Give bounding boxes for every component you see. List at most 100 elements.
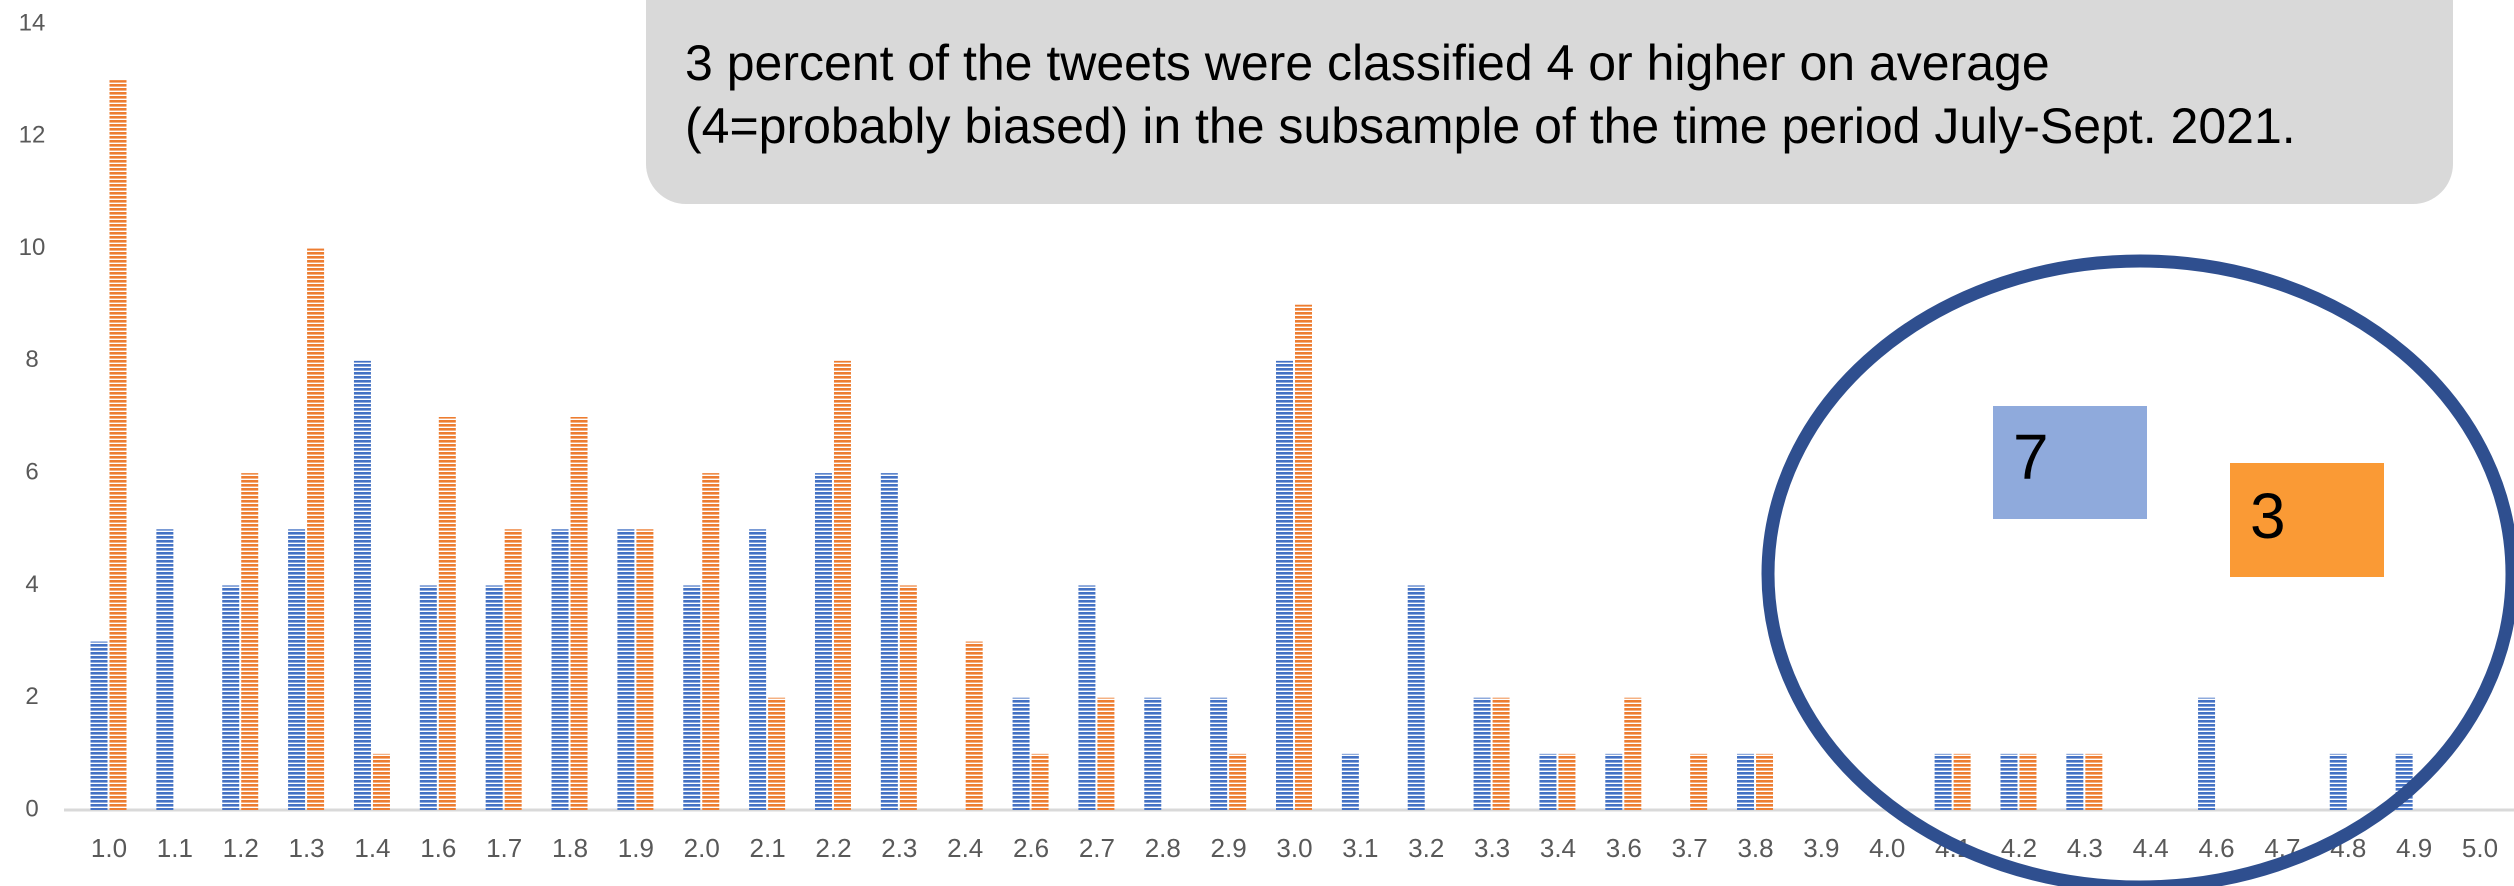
bar [965,641,983,810]
y-tick-label: 12 [19,122,46,149]
annotation-box [1993,406,2147,519]
bar [1210,697,1228,810]
bar [1012,697,1030,810]
bar [1737,753,1755,810]
bar [880,473,898,810]
y-tick-label: 4 [25,571,38,598]
x-tick-label: 4.6 [2198,833,2234,863]
x-tick-label: 2.9 [1211,833,1247,863]
bar [353,360,371,810]
x-tick-label: 3.2 [1408,833,1444,863]
x-tick-label: 1.2 [223,833,259,863]
bar [1078,585,1096,810]
y-tick-label: 14 [19,9,46,36]
x-tick-label: 3.9 [1803,833,1839,863]
bar [1492,697,1510,810]
y-tick-label: 8 [25,346,38,373]
plot-area: 0 2 4 6 8 10 12 14 1.0 1.1 1.2 1.3 1.4 1.6 1.7 1.8 1.9 2.… [19,9,2514,863]
x-tick-label: 1.0 [91,833,127,863]
bar [1934,753,1952,810]
y-tick-label: 10 [19,234,46,261]
x-tick-label: 3.8 [1737,833,1773,863]
x-tick-label: 1.7 [486,833,522,863]
x-tick-label: 1.3 [289,833,325,863]
bar [438,417,456,810]
bar [749,529,767,810]
bar [1031,753,1049,810]
bar [419,585,437,810]
text-box-line: (4=probably biased) in the subsample of … [685,98,2296,154]
x-tick-label: 1.1 [157,833,193,863]
x-tick-label: 3.4 [1540,833,1576,863]
bar [156,529,174,810]
bar [1558,753,1576,810]
annotation-box [2230,463,2384,577]
bar [551,529,569,810]
bar [372,753,390,810]
bar [833,360,851,810]
bar [504,529,522,810]
bar [1341,753,1359,810]
x-tick-label: 3.6 [1606,833,1642,863]
bar [1144,697,1162,810]
x-tick-label: 4.9 [2396,833,2432,863]
x-tick-label: 1.8 [552,833,588,863]
x-tick-label: 4.0 [1869,833,1905,863]
text-box [646,0,2453,204]
bar [636,529,654,810]
bar [1473,697,1491,810]
bar [109,80,127,810]
bar [1276,360,1293,810]
x-tick-label: 4.3 [2067,833,2103,863]
bar [307,248,325,811]
bar [485,585,503,810]
x-tick-label: 4.2 [2001,833,2037,863]
bar [241,473,259,810]
bar [1229,753,1247,810]
bar [2329,753,2347,810]
y-tick-label: 6 [25,458,38,485]
x-tick-label: 2.7 [1079,833,1115,863]
bar [702,473,720,810]
bar [814,473,832,810]
bar [2019,753,2037,810]
bar [1624,697,1642,810]
bar [1605,753,1623,810]
bar [1295,304,1312,810]
x-tick-label: 3.1 [1342,833,1378,863]
x-tick-label: 3.7 [1672,833,1708,863]
x-tick-label: 2.8 [1145,833,1181,863]
x-tick-label: 1.9 [618,833,654,863]
x-tick-label: 3.0 [1276,833,1312,863]
annotation-label: 7 [2013,421,2049,493]
annotation-label: 3 [2250,480,2286,552]
bar [1756,753,1774,810]
x-tick-label: 2.2 [815,833,851,863]
bar [90,641,108,810]
bar [768,697,786,810]
x-tick-label: 2.1 [750,833,786,863]
bar [1097,697,1115,810]
x-tick-label: 3.3 [1474,833,1510,863]
bar [1690,753,1708,810]
x-tick-label: 1.4 [354,833,390,863]
bar [1407,585,1425,810]
bar [222,585,240,810]
y-tick-label: 0 [25,795,38,822]
bar [2085,753,2103,810]
x-tick-label: 2.3 [881,833,917,863]
bar [2000,753,2018,810]
highlight-ellipse [1761,254,2514,886]
x-tick-label: 2.6 [1013,833,1049,863]
y-tick-label: 2 [25,683,38,710]
x-tick-label: 5.0 [2462,833,2498,863]
bar [2198,697,2216,810]
bar [2066,753,2084,810]
bar [570,417,588,810]
x-tick-label: 4.4 [2133,833,2169,863]
bar [1953,753,1971,810]
bar [683,585,701,810]
bar [617,529,635,810]
bar [1539,753,1557,810]
